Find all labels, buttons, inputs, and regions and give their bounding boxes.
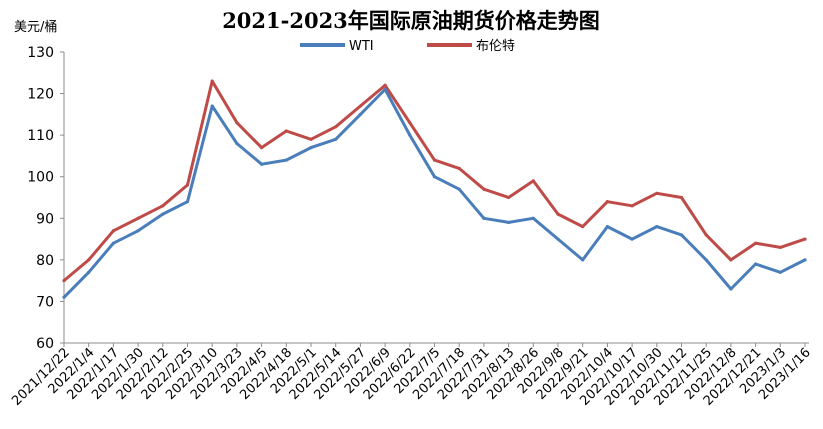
data-point-wti bbox=[408, 133, 412, 137]
data-point-wti bbox=[87, 270, 91, 274]
data-point-brent bbox=[408, 121, 412, 125]
data-point-brent bbox=[679, 195, 684, 200]
data-point-brent bbox=[62, 279, 66, 283]
data-point-brent bbox=[531, 179, 535, 183]
series-line-wti bbox=[62, 87, 806, 299]
y-axis-ticks: 60 70 80 90 100 110 120 130 bbox=[27, 45, 64, 352]
data-point-brent bbox=[556, 212, 560, 216]
data-point-wti bbox=[630, 237, 634, 241]
data-point-brent bbox=[630, 204, 634, 208]
data-point-wti bbox=[210, 104, 214, 108]
data-point-wti bbox=[309, 146, 313, 150]
data-point-wti bbox=[185, 200, 190, 204]
data-point-brent bbox=[284, 129, 288, 133]
y-tick-label: 110 bbox=[27, 128, 54, 144]
data-point-wti bbox=[482, 216, 486, 220]
y-tick-label: 90 bbox=[36, 211, 54, 227]
data-point-brent bbox=[655, 191, 659, 195]
data-point-wti bbox=[729, 287, 733, 291]
data-point-wti bbox=[260, 162, 264, 166]
data-point-brent bbox=[457, 166, 461, 170]
data-point-brent bbox=[729, 258, 733, 262]
data-point-wti bbox=[655, 225, 659, 229]
data-point-brent bbox=[803, 237, 807, 241]
data-point-brent bbox=[482, 187, 486, 191]
data-point-brent bbox=[260, 146, 264, 150]
chart-title: 2021-2023年国际原油期货价格走势图 bbox=[222, 8, 600, 33]
x-axis-ticks: 2021/12/222022/1/42022/1/172022/1/302022… bbox=[9, 343, 814, 409]
data-point-brent bbox=[778, 245, 782, 249]
data-point-brent bbox=[136, 216, 140, 220]
data-point-brent bbox=[161, 204, 165, 208]
y-tick-label: 80 bbox=[36, 253, 54, 269]
y-tick-label: 100 bbox=[27, 170, 54, 186]
y-tick-label: 70 bbox=[36, 294, 54, 310]
data-point-brent bbox=[581, 225, 585, 229]
data-point-brent bbox=[309, 137, 313, 141]
legend-label-brent: 布伦特 bbox=[476, 39, 515, 54]
data-point-wti bbox=[556, 237, 560, 241]
data-point-wti bbox=[778, 270, 782, 274]
data-point-brent bbox=[87, 258, 91, 262]
data-point-wti bbox=[679, 233, 684, 237]
data-point-brent bbox=[507, 195, 511, 200]
data-point-wti bbox=[334, 137, 338, 141]
data-point-brent bbox=[334, 125, 338, 129]
data-point-brent bbox=[210, 79, 214, 83]
data-point-wti bbox=[704, 258, 708, 262]
y-tick-label: 130 bbox=[27, 45, 54, 61]
data-point-wti bbox=[111, 241, 115, 245]
data-point-brent bbox=[704, 233, 708, 237]
data-point-wti bbox=[358, 112, 362, 116]
data-point-wti bbox=[432, 175, 437, 179]
data-point-wti bbox=[383, 87, 387, 92]
data-point-wti bbox=[457, 187, 461, 191]
axes bbox=[63, 52, 809, 344]
y-tick-label: 60 bbox=[36, 336, 54, 352]
data-point-brent bbox=[185, 183, 190, 187]
data-point-brent bbox=[235, 121, 239, 125]
series-line-brent bbox=[63, 79, 806, 282]
data-point-brent bbox=[383, 83, 387, 87]
series-layer bbox=[62, 79, 807, 299]
data-point-wti bbox=[235, 141, 239, 146]
data-point-brent bbox=[358, 104, 362, 108]
data-point-wti bbox=[581, 258, 585, 262]
legend: WTI 布伦特 bbox=[300, 39, 515, 54]
legend-label-wti: WTI bbox=[349, 39, 374, 54]
data-point-wti bbox=[161, 212, 165, 216]
y-tick-label: 120 bbox=[27, 87, 54, 103]
data-point-brent bbox=[111, 229, 115, 233]
data-point-wti bbox=[284, 158, 288, 162]
data-point-wti bbox=[62, 295, 66, 299]
data-point-wti bbox=[754, 262, 758, 266]
data-point-wti bbox=[507, 220, 511, 225]
data-point-brent bbox=[754, 241, 758, 245]
y-axis-unit-label: 美元/桶 bbox=[14, 20, 57, 35]
data-point-wti bbox=[605, 225, 610, 229]
data-point-wti bbox=[803, 258, 807, 262]
data-point-brent bbox=[432, 158, 437, 162]
data-point-brent bbox=[605, 200, 610, 204]
data-point-wti bbox=[531, 216, 535, 220]
data-point-wti bbox=[136, 229, 140, 233]
